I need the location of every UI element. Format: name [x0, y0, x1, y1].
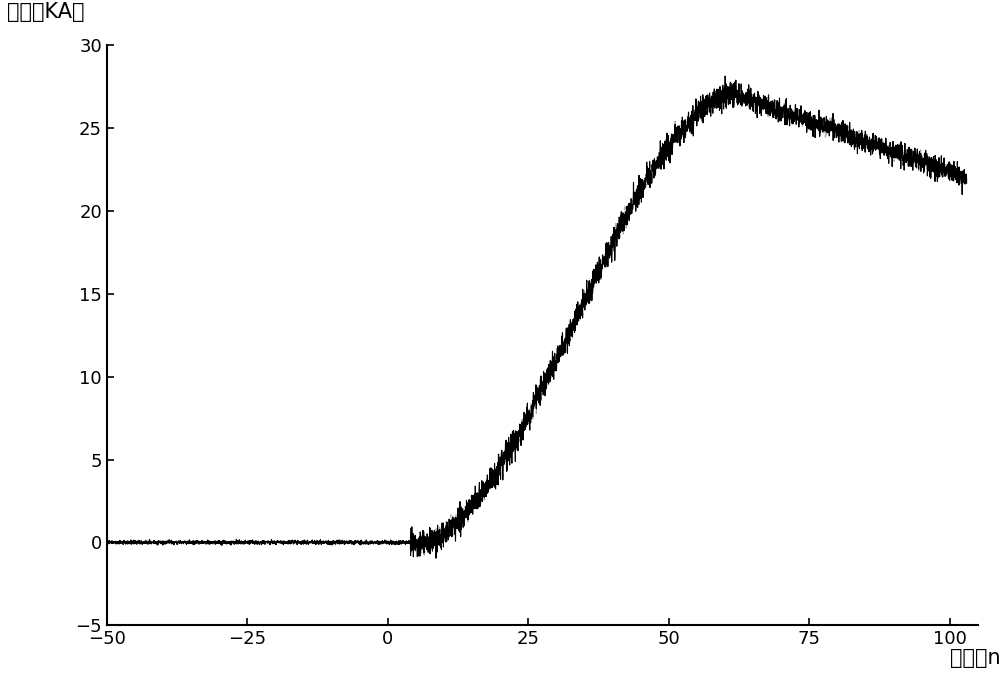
Y-axis label: 电流（KA）: 电流（KA）	[7, 2, 85, 22]
X-axis label: 时间（ns）: 时间（ns）	[950, 648, 1000, 668]
